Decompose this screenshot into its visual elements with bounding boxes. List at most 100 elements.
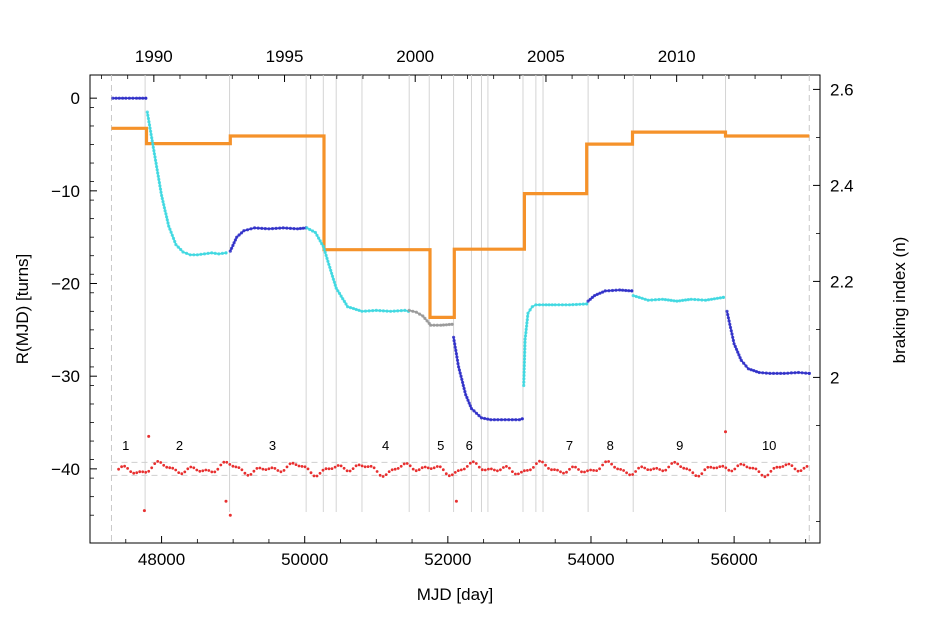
residual-point-3-4-3: [354, 307, 358, 312]
residual-point-6-0-12: [523, 344, 527, 348]
residual-point-3-2-1: [322, 247, 326, 251]
residual-point-3-3-0: [334, 286, 338, 290]
noise-point-153: [577, 468, 580, 471]
noise-point-36: [225, 460, 229, 464]
noise-point-38: [231, 464, 235, 468]
noise-point-73: [336, 464, 340, 467]
residual-point-1-2-0: [160, 193, 164, 198]
residual-point-3-3-2: [337, 291, 342, 295]
noise-point-203: [727, 468, 731, 472]
noise-point-86: [375, 470, 379, 473]
residual-point-7-2-2: [610, 288, 615, 293]
noise-point-51: [270, 466, 274, 470]
segment-label-4: 4: [382, 438, 389, 453]
residual-point-1-3-5: [173, 239, 177, 244]
noise-point-129: [505, 465, 508, 468]
noise-point-96: [405, 462, 409, 465]
residual-point-1-4-2: [179, 247, 183, 252]
segment-label-3: 3: [269, 438, 276, 453]
residual-point-2-4-2: [274, 226, 278, 230]
noise-point-135: [523, 469, 526, 473]
noise-point-189: [685, 467, 689, 471]
residual-point-8-0-3: [640, 296, 644, 300]
residual-point-6-0-11: [523, 347, 527, 351]
noise-point-53: [276, 469, 280, 472]
noise-point-218: [772, 466, 776, 470]
noise-point-193: [697, 474, 701, 478]
y-left-axis-title: R(MJD) [turns]: [13, 254, 32, 365]
residual-point-6-1-1: [523, 334, 528, 338]
residual-point-1-0-7: [149, 132, 153, 137]
residual-point-3-2-7: [328, 265, 332, 269]
residual-point-8-1-3: [657, 297, 661, 302]
residual-point-6-1-0: [523, 337, 527, 341]
dashed-bounds: [110, 75, 810, 543]
residual-point-9-0-6: [729, 329, 733, 333]
residual-point-1-0-6: [149, 129, 153, 133]
segment-label-10: 10: [762, 438, 776, 453]
residual-point-5-6-2: [510, 418, 514, 422]
residual-point-1-2-7: [165, 215, 169, 219]
noise-point-21: [180, 472, 184, 476]
noise-point-186: [676, 462, 680, 466]
noise-point-99: [414, 469, 418, 473]
noise-point-161: [601, 463, 604, 467]
noise-point-220: [778, 465, 782, 469]
residual-point-9-2-2: [744, 364, 748, 368]
residual-point-1-1-3: [154, 161, 158, 165]
noise-point-177: [649, 468, 653, 472]
noise-point-94: [399, 464, 403, 468]
x-tick-label-4: 56000: [710, 550, 757, 569]
y-left-tick-label-2: −20: [51, 275, 80, 294]
residual-point-9-1-3: [736, 350, 740, 354]
noise-point-17: [168, 466, 172, 470]
residual-point-1-0-9: [150, 139, 154, 143]
noise-point-104: [429, 467, 433, 470]
noise-point-8: [141, 470, 145, 474]
residual-point-1-7-0: [195, 253, 199, 257]
residual-point-4-4-2: [435, 323, 439, 327]
noise-point-226: [796, 469, 800, 473]
noise-point-179: [655, 466, 659, 470]
residual-point-9-3-1: [749, 368, 753, 372]
top-tick-label-4: 2010: [658, 47, 696, 66]
noise-point-30: [207, 469, 211, 472]
residual-point-5-1-0: [457, 365, 461, 369]
noise-point-155: [583, 470, 586, 474]
residual-point-6-0-7: [522, 360, 527, 364]
noise-point-175: [643, 466, 647, 470]
residual-point-2-0-3: [232, 241, 236, 245]
residual-point-7-0-0: [586, 299, 590, 303]
noise-point-105: [432, 466, 436, 470]
noise-point-41: [240, 468, 244, 472]
residual-point-3-3-1: [336, 289, 340, 293]
noise-point-35: [222, 460, 226, 464]
residual-point-4-1-0: [414, 310, 418, 314]
residual-point-7-2-3: [614, 288, 618, 292]
noise-point-70: [327, 467, 331, 471]
noise-point-199: [715, 466, 719, 470]
residual-point-1-4-1: [176, 245, 180, 249]
noise-point-181: [661, 469, 665, 473]
segment-labels: 1 2 3 4 5 6 7 8 9 10: [122, 438, 776, 453]
noise-point-27: [198, 469, 202, 473]
noise-point-46: [255, 467, 259, 470]
residual-point-1-9-1: [213, 251, 217, 255]
noise-point-154: [580, 470, 583, 474]
residual-point-6-0-9: [523, 354, 527, 358]
noise-point-180: [658, 468, 662, 471]
residual-point-4-2-0: [421, 314, 425, 318]
residual-point-8-5-2: [709, 297, 714, 301]
noise-point-212: [754, 467, 758, 471]
residual-point-8-2-1: [663, 298, 668, 302]
noise-point-219: [775, 465, 779, 469]
residual-point-4-end: [450, 322, 454, 326]
noise-point-123: [487, 467, 490, 471]
residual-point-3-7-1: [392, 309, 396, 313]
residual-point-1-0-12: [152, 149, 156, 153]
residual-point-6-2-0: [526, 311, 530, 315]
noise-point-101: [420, 466, 424, 470]
residual-point-9-end: [807, 371, 811, 375]
residual-point-8-4-3: [700, 298, 704, 302]
noise-point-113: [456, 469, 460, 472]
